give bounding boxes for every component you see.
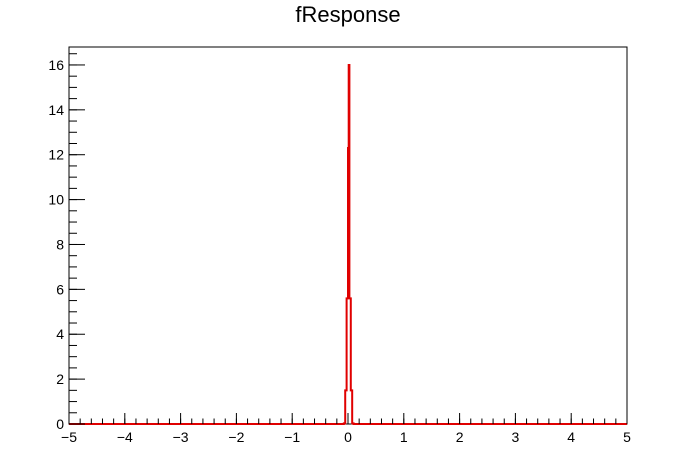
x-tick-label: 5 [623, 429, 631, 445]
chart-title: fResponse [295, 2, 400, 27]
y-tick-label: 2 [56, 371, 64, 387]
x-tick-label: 1 [400, 429, 408, 445]
x-tick-label: −5 [61, 429, 77, 445]
axis-ticks [68, 53, 628, 425]
y-tick-label: 0 [56, 416, 64, 432]
y-tick-label: 10 [48, 192, 64, 208]
histogram-series [69, 63, 627, 425]
x-tick-label: 0 [344, 429, 352, 445]
y-tick-label: 6 [56, 281, 64, 297]
x-tick-label: 4 [567, 429, 575, 445]
y-tick-label: 12 [48, 147, 64, 163]
y-tick-label: 4 [56, 326, 64, 342]
histogram-line [69, 63, 627, 425]
y-tick-label: 8 [56, 236, 64, 252]
x-tick-label: 3 [512, 429, 520, 445]
y-tick-label: 16 [48, 57, 64, 73]
x-tick-label: 2 [456, 429, 464, 445]
x-tick-label: −1 [284, 429, 300, 445]
x-tick-label: −3 [173, 429, 189, 445]
x-tick-label: −2 [228, 429, 244, 445]
y-tick-label: 14 [48, 102, 64, 118]
x-tick-label: −4 [117, 429, 133, 445]
